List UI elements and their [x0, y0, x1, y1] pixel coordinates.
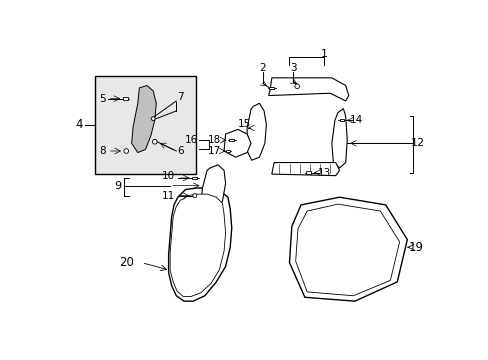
Text: 17: 17	[207, 146, 220, 156]
Bar	[229, 139, 234, 141]
Polygon shape	[224, 130, 250, 157]
Bar	[95, 76, 196, 174]
Text: 16: 16	[184, 135, 198, 145]
Polygon shape	[246, 103, 266, 160]
Circle shape	[294, 84, 299, 89]
Text: 10: 10	[162, 171, 175, 181]
Text: 4: 4	[75, 118, 83, 131]
Text: 3: 3	[289, 63, 296, 73]
Polygon shape	[201, 165, 225, 214]
Circle shape	[151, 117, 155, 121]
Text: 8: 8	[99, 146, 105, 156]
Text: 6: 6	[177, 146, 183, 156]
Text: 7: 7	[177, 92, 183, 102]
Bar	[269, 87, 274, 89]
Polygon shape	[168, 188, 231, 301]
Bar	[192, 177, 197, 179]
Polygon shape	[289, 197, 407, 301]
Circle shape	[123, 149, 128, 153]
Text: 9: 9	[114, 181, 121, 191]
Text: 11: 11	[162, 191, 175, 201]
Text: 2: 2	[259, 63, 265, 73]
Text: 14: 14	[349, 115, 363, 125]
Circle shape	[152, 139, 157, 144]
Text: 13: 13	[317, 167, 330, 177]
Polygon shape	[170, 194, 225, 297]
Bar	[306, 171, 310, 174]
Text: 15: 15	[237, 119, 250, 129]
Bar	[225, 150, 229, 152]
Text: 20: 20	[120, 256, 134, 269]
Polygon shape	[268, 78, 348, 101]
Polygon shape	[295, 204, 399, 296]
Text: 1: 1	[320, 49, 327, 59]
Bar	[123, 98, 127, 100]
Polygon shape	[331, 109, 346, 168]
Polygon shape	[131, 86, 156, 153]
Polygon shape	[271, 163, 339, 176]
Circle shape	[192, 194, 196, 198]
Text: 19: 19	[408, 241, 423, 254]
Bar	[339, 119, 344, 121]
Text: 18: 18	[207, 135, 220, 145]
Text: 12: 12	[410, 138, 424, 148]
Text: 5: 5	[99, 94, 105, 104]
